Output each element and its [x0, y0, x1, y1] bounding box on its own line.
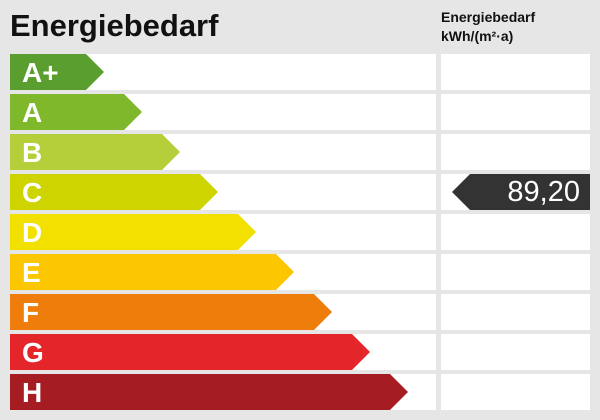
- class-arrow-b: B: [10, 134, 180, 170]
- class-arrow-a-plus: A+: [10, 54, 104, 90]
- class-arrow-d: D: [10, 214, 256, 250]
- chart-title: Energiebedarf: [10, 8, 219, 43]
- class-label: G: [22, 337, 44, 368]
- value-cell: [441, 94, 590, 130]
- value-cell: [441, 134, 590, 170]
- class-label: F: [22, 297, 40, 328]
- value-cell: [441, 374, 590, 410]
- class-label: E: [22, 257, 41, 288]
- class-arrow-g: G: [10, 334, 370, 370]
- class-arrow-a: A: [10, 94, 142, 130]
- class-label: A+: [22, 57, 59, 88]
- class-label: C: [22, 177, 43, 208]
- class-arrow-c: C: [10, 174, 218, 210]
- value-marker: 89,20: [452, 174, 590, 210]
- header-line-1: Energiebedarf: [441, 9, 536, 25]
- value-text: 89,20: [507, 176, 580, 208]
- value-column-header: Energiebedarf kWh/(m²·a): [441, 8, 535, 46]
- class-label: D: [22, 217, 43, 248]
- class-label: H: [22, 377, 43, 408]
- value-cell: [441, 334, 590, 370]
- class-label: A: [22, 97, 43, 128]
- value-cell: [441, 214, 590, 250]
- value-cell: [441, 254, 590, 290]
- header-line-2: kWh/(m²·a): [441, 28, 514, 44]
- class-arrow-e: E: [10, 254, 294, 290]
- value-cell: [441, 294, 590, 330]
- class-label: B: [22, 137, 43, 168]
- class-arrow-f: F: [10, 294, 332, 330]
- class-arrow-h: H: [10, 374, 408, 410]
- value-cell: [441, 54, 590, 90]
